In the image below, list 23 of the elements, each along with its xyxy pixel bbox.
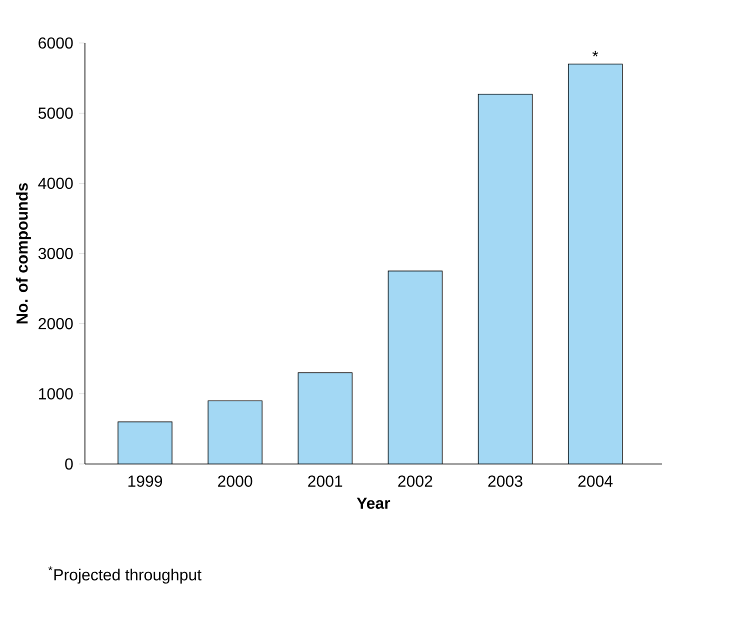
y-tick-label: 4000 [38,178,73,189]
y-tick-label: 5000 [38,107,73,119]
annotation: * [592,50,598,56]
x-tick-label: 2000 [218,476,252,487]
bar [478,94,532,464]
y-tick-label: 2000 [38,318,73,330]
x-tick-label: 1999 [128,476,162,487]
text: $^{*}$Projected throughput [48,566,202,584]
bar [568,64,623,464]
x-tick-label: 2003 [488,476,522,487]
y-tick-label: 6000 [38,37,73,49]
x-axis-title: Year [356,498,390,509]
y-tick-label: 0 [65,458,73,470]
x-tick-label: 2002 [398,476,432,487]
bar [388,271,442,464]
bar [118,422,172,464]
bar [298,372,352,464]
y-axis-title: No. of compounds [16,183,31,324]
y-tick-label: 3000 [38,248,73,260]
x-tick-label: 2001 [308,476,342,487]
y-tick-label: 1000 [39,388,73,400]
x-tick-label: 2004 [578,476,613,487]
bar [208,400,262,464]
